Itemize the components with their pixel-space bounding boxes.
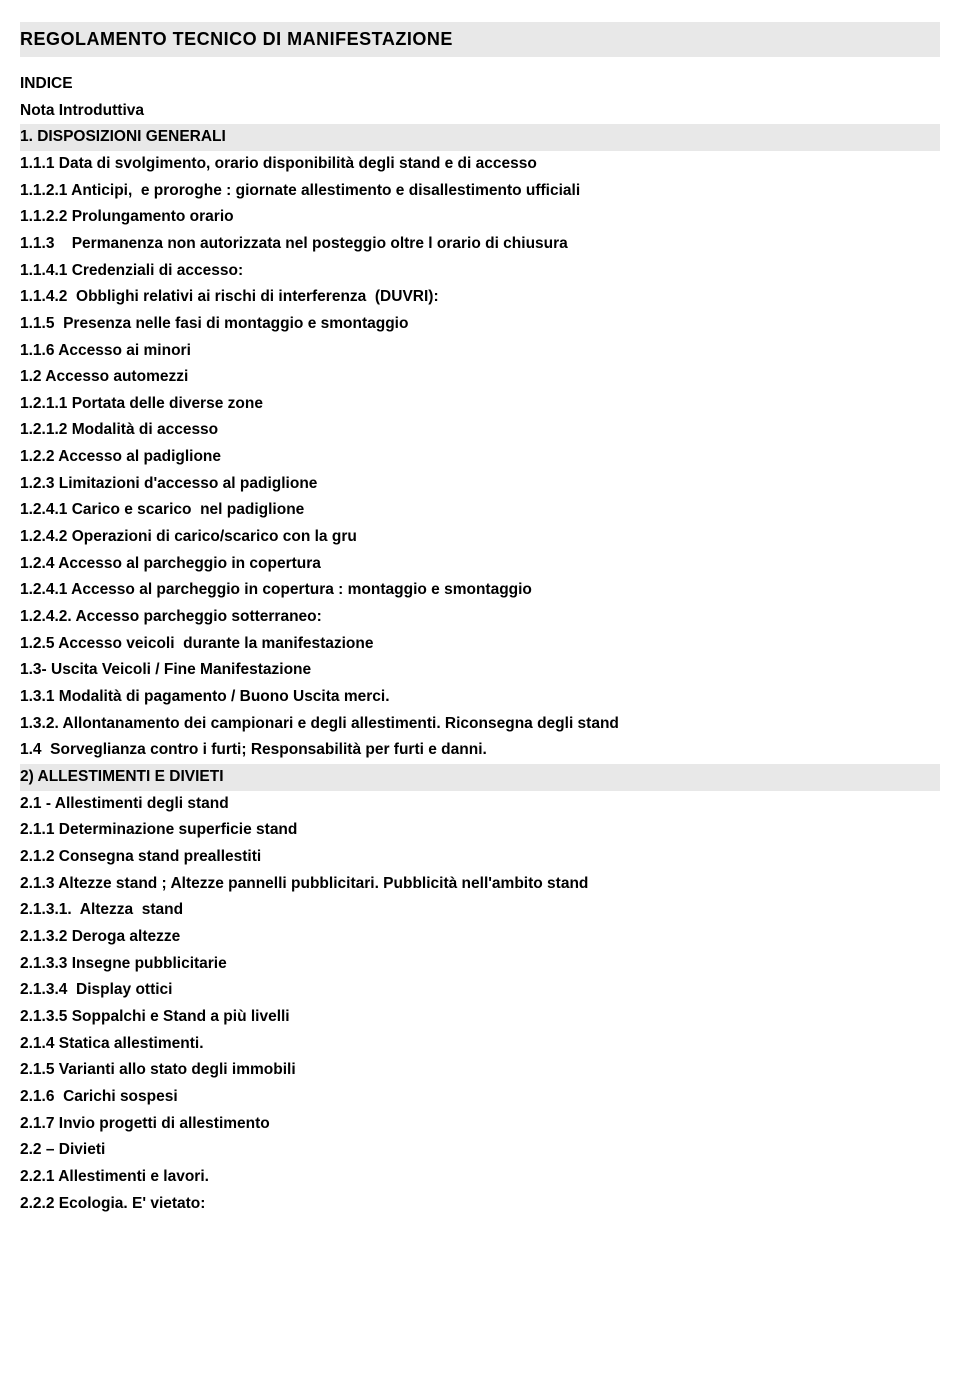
toc-entry: 2.1.6 Carichi sospesi: [20, 1084, 940, 1111]
toc-entry: 1.1.3 Permanenza non autorizzata nel pos…: [20, 231, 940, 258]
toc-entry: 1.2.1.1 Portata delle diverse zone: [20, 391, 940, 418]
toc-entry: 2.2.2 Ecologia. E' vietato:: [20, 1191, 940, 1218]
toc-entry: 1.2.4.2 Operazioni di carico/scarico con…: [20, 524, 940, 551]
toc-entry: 2.1.4 Statica allestimenti.: [20, 1031, 940, 1058]
section-2-entries: 2.1 - Allestimenti degli stand2.1.1 Dete…: [20, 791, 940, 1218]
toc-entry: 1.2.4.2. Accesso parcheggio sotterraneo:: [20, 604, 940, 631]
section-1-entries: 1.1.1 Data di svolgimento, orario dispon…: [20, 151, 940, 764]
toc-entry: 2.1.7 Invio progetti di allestimento: [20, 1111, 940, 1138]
toc-entry: 1.1.1 Data di svolgimento, orario dispon…: [20, 151, 940, 178]
toc-entry: 1.1.2.1 Anticipi, e proroghe : giornate …: [20, 178, 940, 205]
toc-entry: 2.1.3.3 Insegne pubblicitarie: [20, 951, 940, 978]
toc-entry: 1.3.1 Modalità di pagamento / Buono Usci…: [20, 684, 940, 711]
toc-entry: 1.2.4.1 Accesso al parcheggio in copertu…: [20, 577, 940, 604]
toc-entry: 1.2.4 Accesso al parcheggio in copertura: [20, 551, 940, 578]
toc-entry: 1.2.1.2 Modalità di accesso: [20, 417, 940, 444]
toc-entry: 2.1.5 Varianti allo stato degli immobili: [20, 1057, 940, 1084]
toc-entry: 2.1.3.1. Altezza stand: [20, 897, 940, 924]
toc-entry: 1.2.3 Limitazioni d'accesso al padiglion…: [20, 471, 940, 498]
toc-entry: 1.1.6 Accesso ai minori: [20, 338, 940, 365]
index-label: INDICE: [20, 71, 940, 98]
toc-entry: 1.2.5 Accesso veicoli durante la manifes…: [20, 631, 940, 658]
document-title: REGOLAMENTO TECNICO DI MANIFESTAZIONE: [20, 22, 940, 57]
section-2-header: 2) ALLESTIMENTI E DIVIETI: [20, 764, 940, 791]
toc-entry: 1.1.2.2 Prolungamento orario: [20, 204, 940, 231]
toc-entry: 2.1.2 Consegna stand preallestiti: [20, 844, 940, 871]
toc-entry: 1.1.4.2 Obblighi relativi ai rischi di i…: [20, 284, 940, 311]
intro-label: Nota Introduttiva: [20, 98, 940, 125]
toc-entry: 1.4 Sorveglianza contro i furti; Respons…: [20, 737, 940, 764]
toc-entry: 2.2 – Divieti: [20, 1137, 940, 1164]
toc-entry: 2.1.3.2 Deroga altezze: [20, 924, 940, 951]
toc-entry: 1.3- Uscita Veicoli / Fine Manifestazion…: [20, 657, 940, 684]
toc-entry: 2.1.3.4 Display ottici: [20, 977, 940, 1004]
toc-entry: 2.1.3 Altezze stand ; Altezze pannelli p…: [20, 871, 940, 898]
section-1-header: 1. DISPOSIZIONI GENERALI: [20, 124, 940, 151]
toc-entry: 1.1.5 Presenza nelle fasi di montaggio e…: [20, 311, 940, 338]
toc-entry: 2.1 - Allestimenti degli stand: [20, 791, 940, 818]
toc-entry: 1.2.2 Accesso al padiglione: [20, 444, 940, 471]
toc-entry: 2.1.3.5 Soppalchi e Stand a più livelli: [20, 1004, 940, 1031]
toc-entry: 2.2.1 Allestimenti e lavori.: [20, 1164, 940, 1191]
toc-entry: 1.1.4.1 Credenziali di accesso:: [20, 258, 940, 285]
toc-entry: 2.1.1 Determinazione superficie stand: [20, 817, 940, 844]
toc-entry: 1.3.2. Allontanamento dei campionari e d…: [20, 711, 940, 738]
toc-entry: 1.2.4.1 Carico e scarico nel padiglione: [20, 497, 940, 524]
toc-entry: 1.2 Accesso automezzi: [20, 364, 940, 391]
